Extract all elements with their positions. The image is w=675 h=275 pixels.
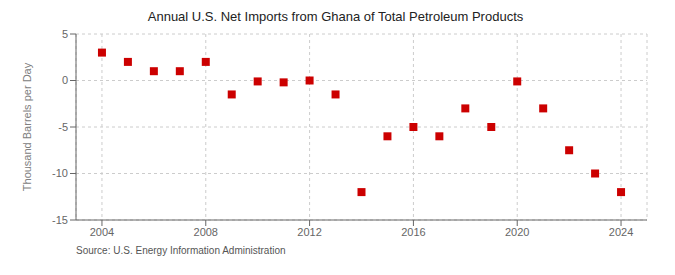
svg-text:-5: -5: [58, 121, 68, 133]
svg-text:-15: -15: [52, 214, 68, 226]
svg-text:5: 5: [62, 28, 68, 40]
svg-text:2024: 2024: [609, 226, 633, 238]
svg-text:-10: -10: [52, 167, 68, 179]
svg-text:2020: 2020: [505, 226, 529, 238]
svg-text:2012: 2012: [297, 226, 321, 238]
svg-text:2004: 2004: [90, 226, 114, 238]
html-text:Annual U.S. Net Imports from G: Annual U.S. Net Imports from Ghana of To…: [147, 9, 524, 24]
svg-text:Thousand Barrels per Day: Thousand Barrels per Day: [21, 62, 33, 191]
html-text:Source: U.S. Energy Informatio: Source: U.S. Energy Information Administ…: [76, 245, 286, 256]
svg-text:2008: 2008: [194, 226, 218, 238]
svg-text:0: 0: [62, 74, 68, 86]
svg-text:2016: 2016: [401, 226, 425, 238]
